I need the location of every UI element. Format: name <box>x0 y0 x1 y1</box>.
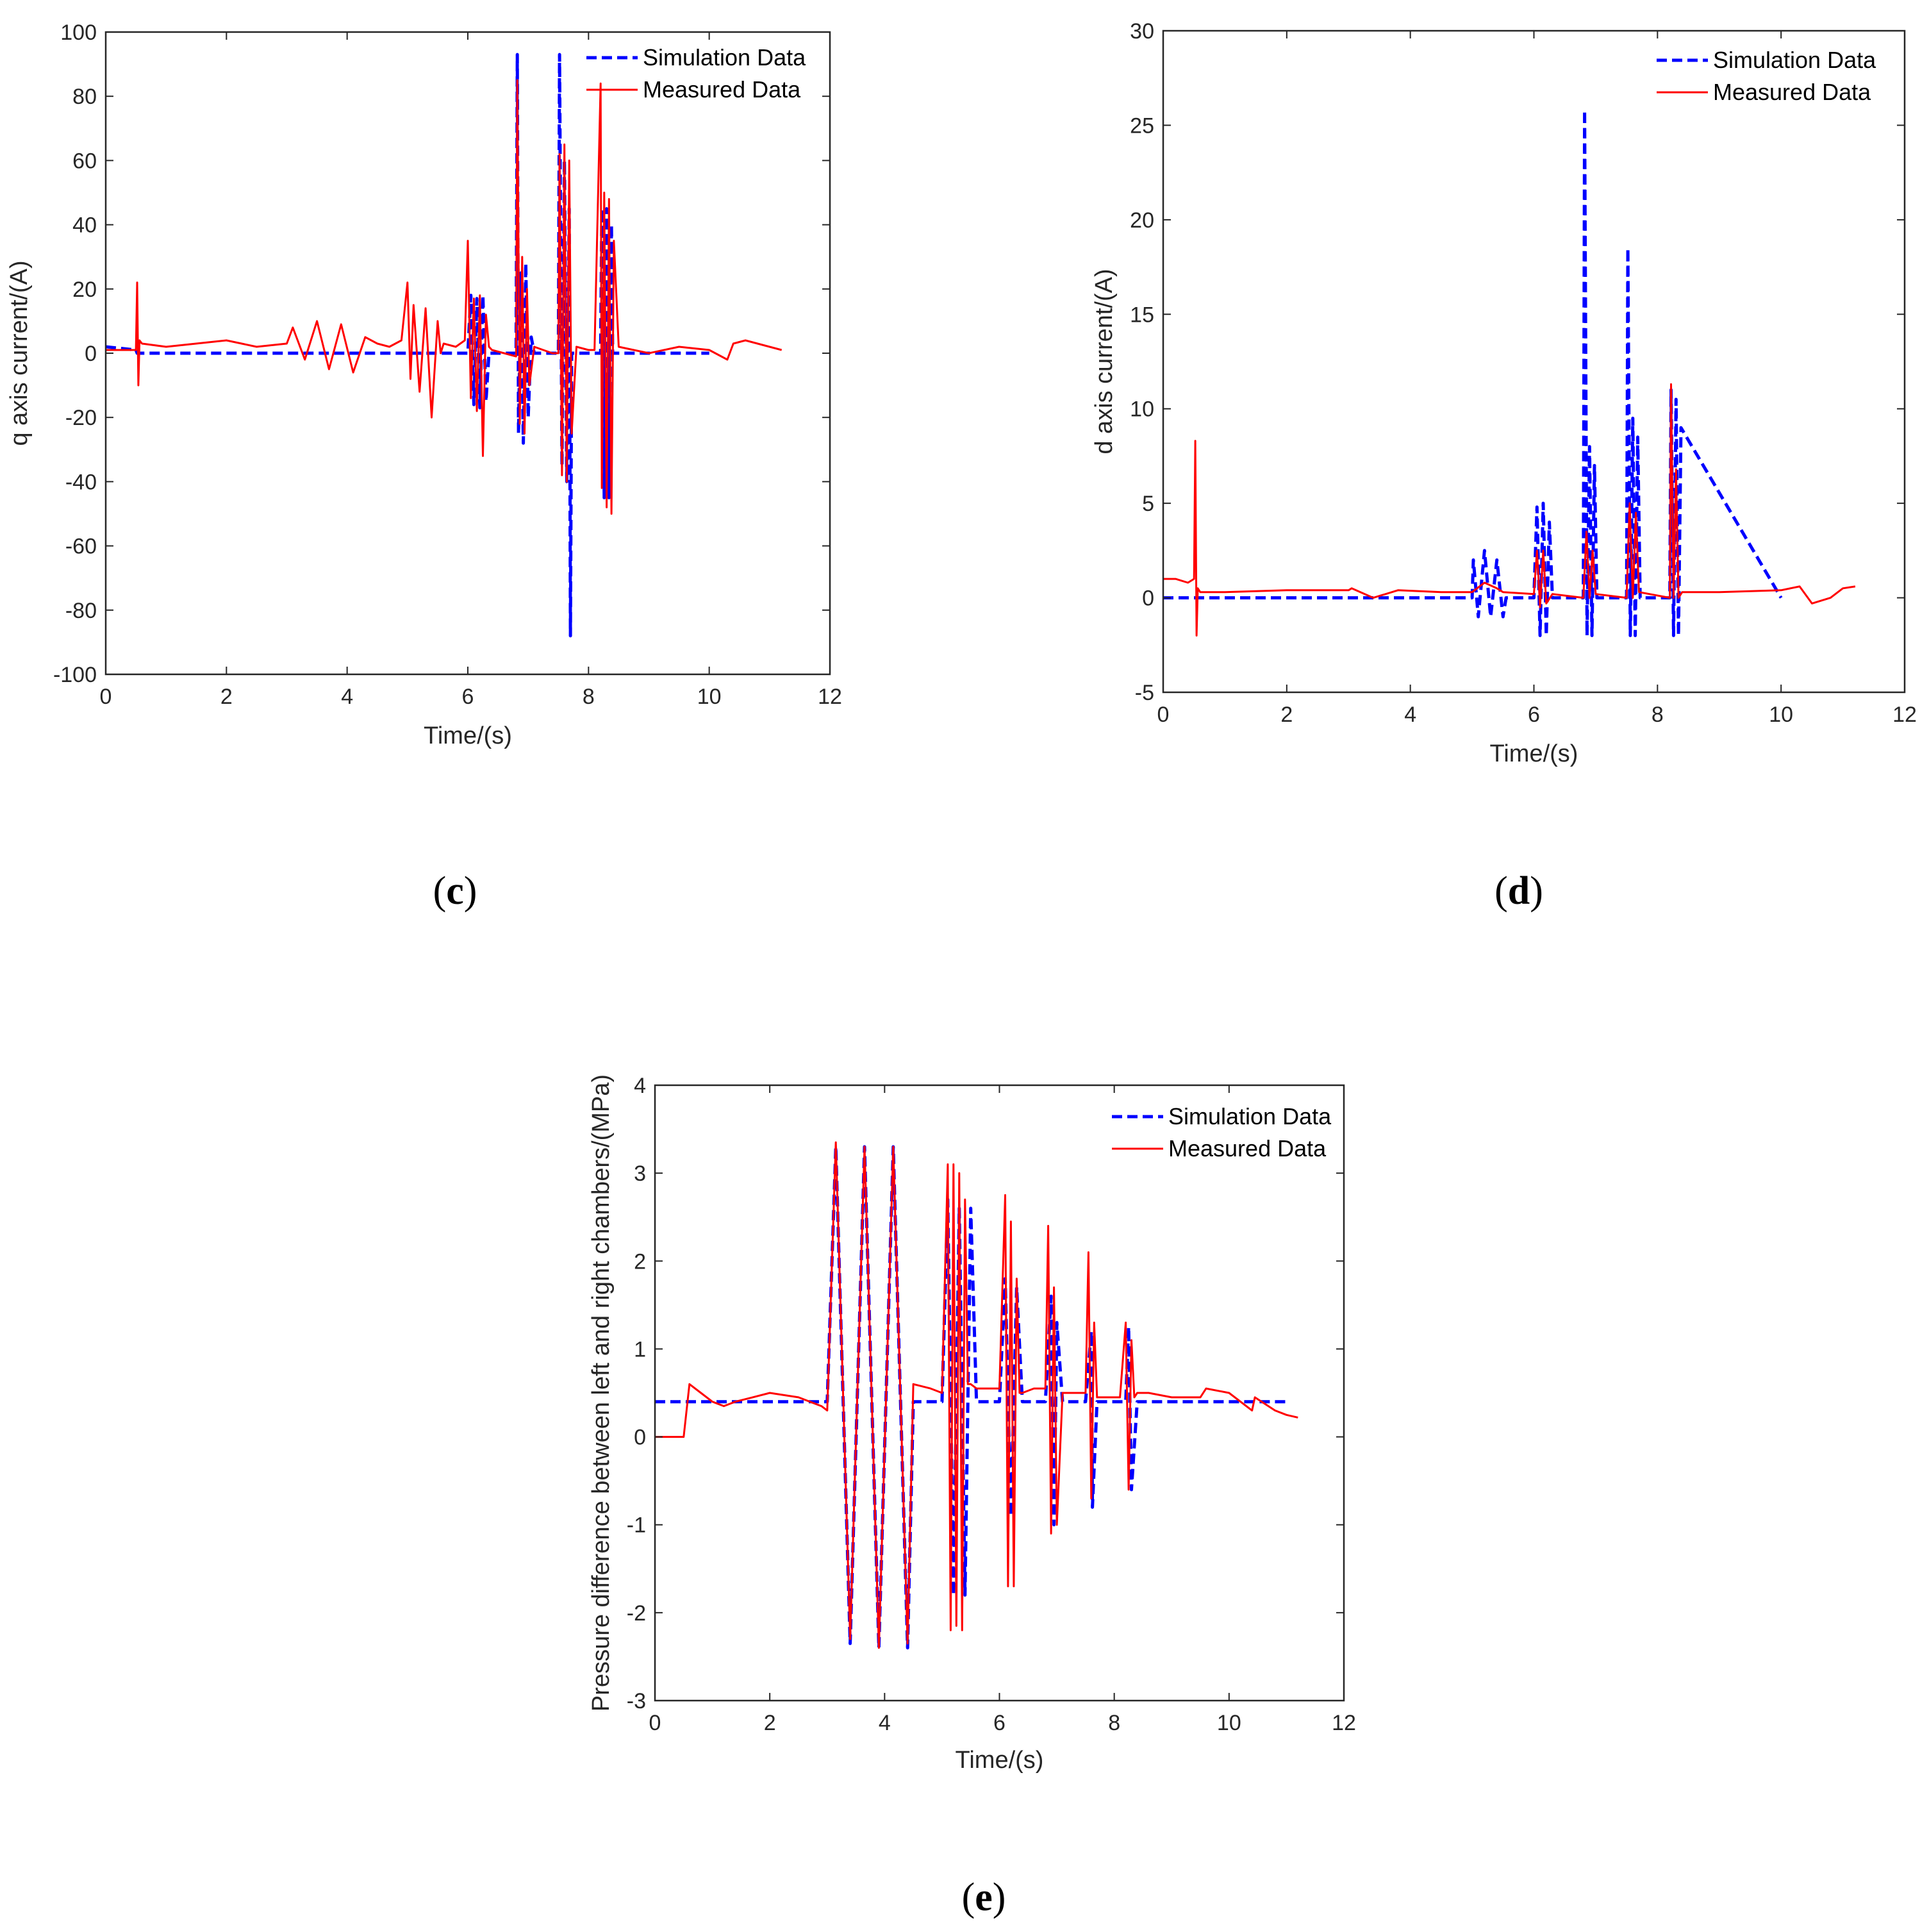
x-tick-label: 12 <box>1892 703 1917 727</box>
x-axis-label: Time/(s) <box>1490 740 1578 767</box>
panel-paren-close: ) <box>993 1876 1006 1919</box>
measured-data-line <box>106 79 782 515</box>
x-tick-label: 12 <box>818 685 842 709</box>
x-tick-label: 6 <box>993 1711 1006 1735</box>
y-tick-label: -2 <box>627 1601 646 1626</box>
y-tick-label: 1 <box>634 1337 646 1362</box>
panel-paren-close: ) <box>1530 869 1543 913</box>
panel-label: (c) <box>433 869 477 913</box>
legend-measured-label: Measured Data <box>643 76 801 103</box>
x-tick-label: 10 <box>1769 703 1793 727</box>
chart-c: 0 2 4 6 8 10 12 -100 -80 -60 -40 -20 0 20 40 60 80 100 Tim… <box>6 21 842 913</box>
y-tick-label: -60 <box>65 535 97 559</box>
y-axis-label: q axis current/(A) <box>6 260 33 446</box>
x-tick-label: 12 <box>1332 1711 1356 1735</box>
y-tick-label: 4 <box>634 1074 646 1098</box>
series-group <box>106 53 782 638</box>
panel-label: (e) <box>962 1876 1006 1919</box>
x-tick-label: 8 <box>1108 1711 1120 1735</box>
x-tick-label: 6 <box>462 685 474 709</box>
legend-simulation-label: Simulation Data <box>1168 1103 1332 1129</box>
y-tick-label: -40 <box>65 470 97 494</box>
x-axis-label: Time/(s) <box>424 722 512 749</box>
y-tick-label: -20 <box>65 406 97 430</box>
y-tick-label: 20 <box>72 278 97 302</box>
y-tick-label: 20 <box>1130 208 1154 233</box>
x-tick-label: 4 <box>879 1711 891 1735</box>
y-tick-label: 5 <box>1142 492 1154 516</box>
x-tick-label: 2 <box>764 1711 776 1735</box>
x-tick-label: 0 <box>1157 703 1170 727</box>
y-tick-label: 3 <box>634 1162 646 1186</box>
panel-paren-open: ( <box>1494 869 1508 913</box>
simulation-data-line <box>1163 108 1783 637</box>
y-tick-label: 25 <box>1130 113 1154 138</box>
legend-simulation-label: Simulation Data <box>1713 47 1876 73</box>
series-group <box>655 1141 1298 1650</box>
panel-paren-open: ( <box>962 1876 975 1919</box>
y-axis-label: d axis current/(A) <box>1091 269 1118 454</box>
panel-letter: c <box>446 869 464 913</box>
x-tick-label: 8 <box>583 685 595 709</box>
y-tick-label: -1 <box>627 1513 646 1538</box>
measured-data-line <box>1163 383 1856 637</box>
legend-measured-label: Measured Data <box>1713 79 1871 105</box>
x-tick-label: 0 <box>649 1711 661 1735</box>
y-tick-label: 0 <box>1142 587 1154 611</box>
x-tick-label: 2 <box>1280 703 1293 727</box>
y-tick-label: -5 <box>1135 681 1154 705</box>
x-tick-label: 10 <box>697 685 722 709</box>
x-tick-label: 8 <box>1652 703 1664 727</box>
y-tick-label: 0 <box>634 1426 646 1450</box>
plot-frame <box>654 1084 1345 1702</box>
legend-measured-label: Measured Data <box>1168 1135 1327 1162</box>
x-tick-label: 4 <box>1404 703 1416 727</box>
y-tick-label: 0 <box>85 342 97 366</box>
y-tick-label: 30 <box>1130 19 1154 44</box>
y-tick-label: -3 <box>627 1689 646 1713</box>
x-tick-label: 6 <box>1528 703 1540 727</box>
measured-data-line <box>655 1141 1298 1649</box>
y-tick-label: -100 <box>53 663 97 687</box>
panel-paren-open: ( <box>433 869 447 913</box>
legend-simulation-label: Simulation Data <box>643 44 806 71</box>
y-tick-label: 40 <box>72 213 97 238</box>
y-tick-label: -80 <box>65 599 97 623</box>
y-axis-label: Pressure difference between left and rig… <box>588 1074 615 1711</box>
y-tick-label: 80 <box>72 85 97 109</box>
panel-paren-close: ) <box>464 869 477 913</box>
panel-letter: e <box>975 1876 993 1919</box>
y-tick-label: 15 <box>1130 303 1154 327</box>
series-group <box>1163 108 1856 637</box>
x-axis-label: Time/(s) <box>956 1747 1044 1774</box>
y-tick-label: 100 <box>60 21 97 45</box>
panel-letter: d <box>1508 869 1530 913</box>
x-tick-label: 10 <box>1217 1711 1241 1735</box>
y-tick-label: 60 <box>72 149 97 173</box>
y-tick-label: 10 <box>1130 397 1154 422</box>
x-tick-label: 4 <box>341 685 353 709</box>
x-tick-label: 0 <box>100 685 112 709</box>
x-tick-label: 2 <box>220 685 233 709</box>
y-tick-label: 2 <box>634 1249 646 1274</box>
panel-label: (d) <box>1494 869 1543 913</box>
